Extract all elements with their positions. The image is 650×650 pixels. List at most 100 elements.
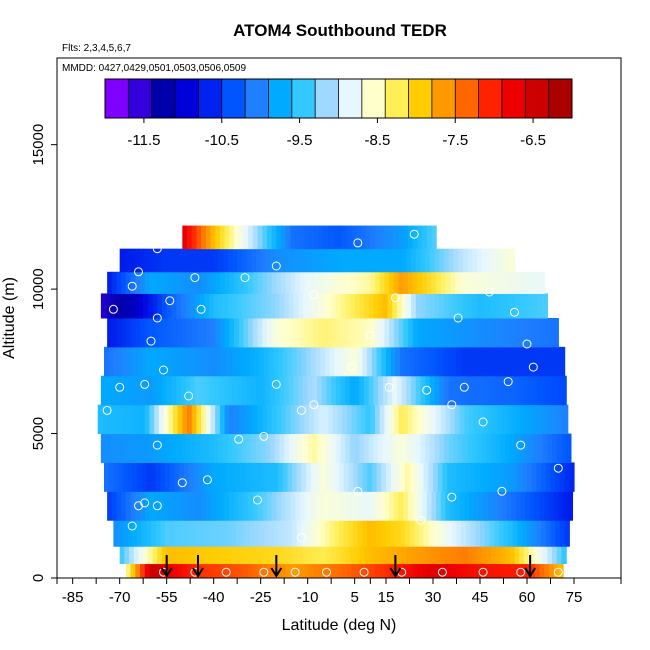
heatmap-cell — [329, 520, 335, 547]
heatmap-cell — [456, 462, 462, 492]
sample-marker — [359, 567, 369, 577]
heatmap-cell — [461, 346, 467, 377]
heatmap-cell — [357, 520, 364, 547]
heatmap-cell — [558, 404, 564, 435]
heatmap-cell — [246, 375, 252, 406]
heatmap-cell — [539, 491, 545, 521]
heatmap-cell — [351, 491, 357, 521]
heatmap-cell — [497, 563, 503, 578]
heatmap-cell — [185, 375, 191, 406]
heatmap-cell — [259, 346, 265, 377]
heatmap-cell — [558, 491, 564, 521]
heatmap-cell — [248, 318, 254, 348]
heatmap-cell — [240, 520, 246, 547]
heatmap-cell — [304, 491, 310, 521]
heatmap-cell — [182, 318, 188, 348]
heatmap-cell — [401, 248, 407, 273]
heatmap-cell — [381, 520, 387, 547]
heatmap-band — [107, 491, 574, 521]
heatmap-cell — [196, 404, 202, 435]
heatmap-cell — [484, 346, 490, 377]
heatmap-cell — [124, 433, 130, 463]
heatmap-cell — [193, 346, 199, 377]
heatmap-cell — [346, 225, 353, 250]
heatmap-cell — [530, 271, 536, 294]
heatmap-cell — [367, 462, 373, 492]
heatmap-cell — [136, 520, 143, 547]
heatmap-cell — [511, 491, 517, 521]
heatmap-cell — [412, 225, 418, 250]
heatmap-cell — [506, 271, 512, 294]
heatmap-cell — [263, 346, 270, 377]
heatmap-cell — [169, 346, 176, 377]
heatmap-cell — [260, 293, 266, 319]
heatmap-cell — [149, 491, 155, 521]
heatmap-cell — [494, 462, 500, 492]
sample-marker — [459, 382, 469, 392]
heatmap-cell — [459, 271, 465, 294]
heatmap-cell — [396, 546, 403, 565]
heatmap-cell — [205, 491, 212, 521]
heatmap-cell — [553, 491, 559, 521]
heatmap-cell — [105, 293, 111, 319]
sample-marker — [140, 379, 150, 389]
heatmap-cell — [412, 563, 418, 578]
heatmap-cell — [440, 491, 447, 521]
heatmap-cell — [116, 404, 122, 435]
heatmap-cell — [140, 563, 146, 578]
heatmap-cell — [470, 520, 476, 547]
heatmap-cell — [426, 271, 433, 294]
heatmap-cell — [122, 462, 129, 492]
heatmap-cell — [379, 563, 386, 578]
heatmap-cell — [232, 293, 238, 319]
heatmap-cell — [179, 462, 185, 492]
heatmap-cell — [158, 318, 165, 348]
heatmap-cell — [429, 293, 436, 319]
heatmap-cell — [238, 491, 245, 521]
heatmap-cell — [403, 404, 409, 435]
heatmap-cell — [177, 491, 183, 521]
heatmap-cell — [541, 346, 547, 377]
heatmap-cell — [436, 491, 442, 521]
heatmap-cell — [566, 433, 572, 463]
heatmap-cell — [415, 546, 422, 565]
heatmap-cell — [307, 248, 313, 273]
heatmap-cell — [489, 520, 495, 547]
colorbar-swatch — [431, 79, 456, 118]
x-tick-label: 60 — [519, 589, 536, 606]
heatmap-cell — [523, 293, 530, 319]
heatmap-cell — [398, 225, 404, 250]
heatmap-cell — [454, 404, 461, 435]
heatmap-cell — [370, 563, 376, 578]
heatmap-cell — [323, 271, 329, 294]
heatmap-cell — [555, 346, 561, 377]
heatmap-cell — [517, 462, 523, 492]
heatmap-cell — [331, 546, 337, 565]
heatmap-cell — [443, 433, 450, 463]
heatmap-cell — [351, 563, 357, 578]
heatmap-cell — [389, 271, 395, 294]
colorbar-swatch — [221, 79, 246, 118]
heatmap-cell — [129, 546, 135, 565]
heatmap-cell — [295, 491, 301, 521]
heatmap-cell — [199, 375, 205, 406]
heatmap-cell — [290, 318, 296, 348]
heatmap-cell — [381, 462, 387, 492]
heatmap-cell — [295, 271, 301, 294]
sample-marker — [152, 440, 162, 450]
heatmap-cell — [182, 404, 188, 435]
heatmap-cell — [335, 248, 342, 273]
heatmap-cell — [440, 563, 447, 578]
heatmap-cell — [199, 248, 205, 273]
heatmap-cell — [260, 546, 266, 565]
heatmap-cell — [467, 546, 473, 565]
heatmap-cell — [476, 375, 483, 406]
heatmap-cell — [328, 318, 334, 348]
sample-marker — [196, 304, 206, 314]
heatmap-cell — [210, 491, 216, 521]
heatmap-cell — [428, 462, 434, 492]
heatmap-cell — [102, 404, 108, 435]
heatmap-cell — [530, 318, 536, 348]
sample-marker — [115, 382, 125, 392]
heatmap-cell — [436, 271, 442, 294]
